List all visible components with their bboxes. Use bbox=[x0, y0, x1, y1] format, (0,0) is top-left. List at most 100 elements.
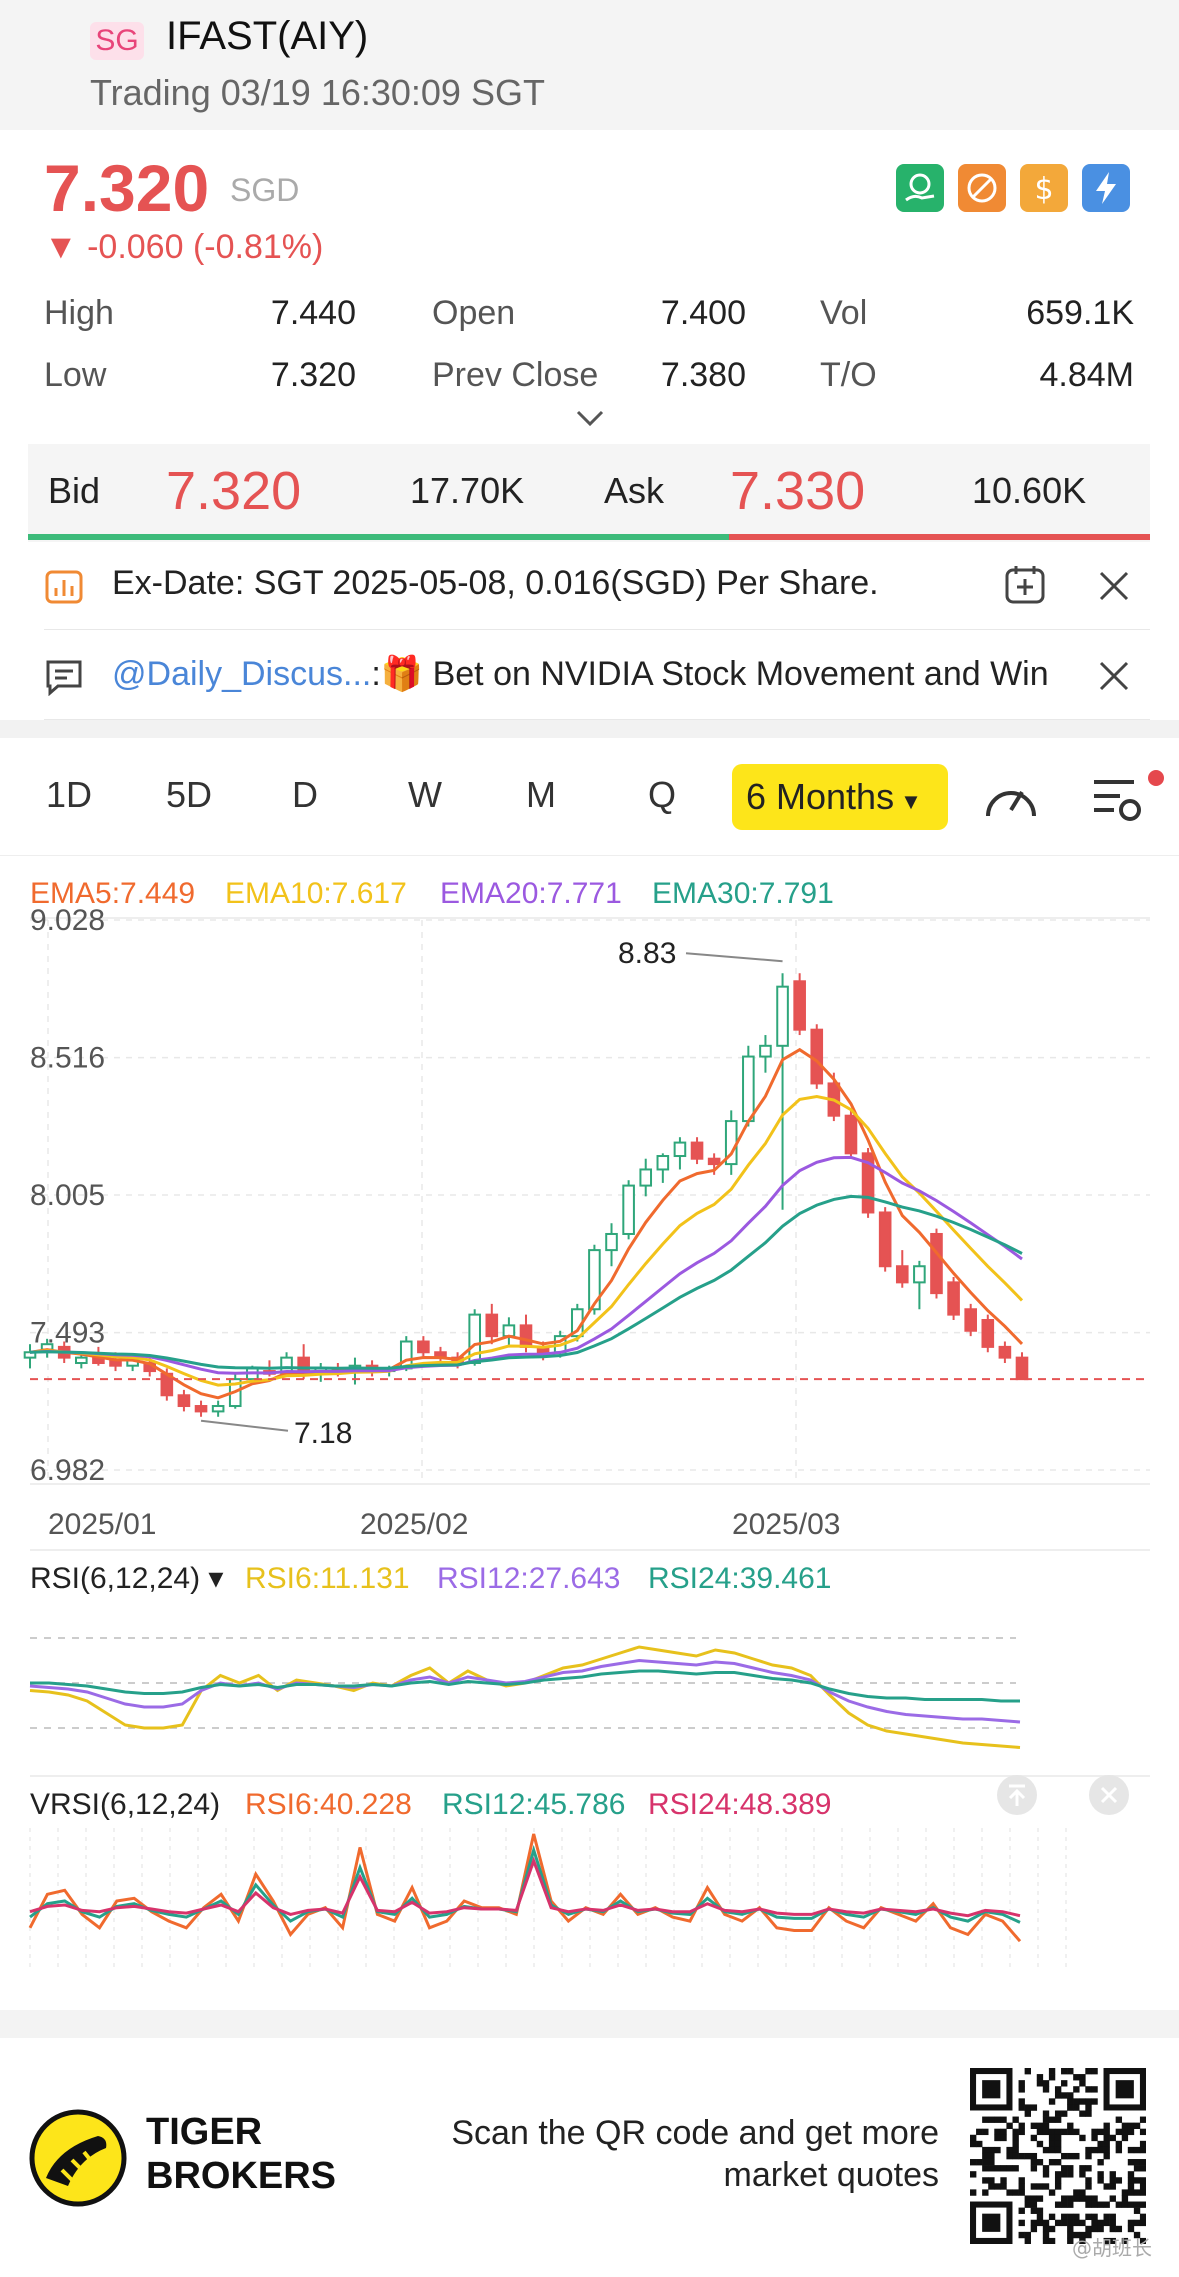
qr-module bbox=[1091, 2068, 1098, 2075]
qr-module bbox=[1127, 2201, 1135, 2208]
qr-module bbox=[1133, 2189, 1141, 2196]
qr-module bbox=[1103, 2140, 1110, 2148]
qr-module bbox=[1079, 2110, 1086, 2117]
money-hand-icon[interactable] bbox=[896, 164, 944, 212]
add-calendar-icon[interactable] bbox=[1004, 564, 1046, 606]
chart-settings-icon[interactable] bbox=[1090, 774, 1146, 826]
tab-d[interactable]: D bbox=[292, 774, 318, 815]
qr-module bbox=[1061, 2128, 1068, 2136]
tab-q[interactable]: Q bbox=[648, 774, 677, 815]
ema-legend-item: EMA5:7.449 bbox=[30, 877, 195, 910]
qr-module bbox=[976, 2159, 983, 2166]
qr-module bbox=[982, 2189, 989, 2196]
qr-module bbox=[1073, 2074, 1080, 2081]
close-icon[interactable] bbox=[1096, 568, 1132, 604]
qr-module bbox=[1061, 2219, 1068, 2227]
ema-legend-item: EMA10:7.617 bbox=[225, 877, 407, 910]
qr-module bbox=[1109, 2225, 1116, 2233]
qr-code[interactable] bbox=[970, 2068, 1146, 2244]
dividend-chart-icon bbox=[45, 570, 83, 604]
qr-module bbox=[970, 2171, 977, 2178]
close-icon[interactable] bbox=[1096, 658, 1132, 694]
qr-module bbox=[1054, 2201, 1062, 2208]
qr-module bbox=[1103, 2219, 1110, 2227]
candle-body bbox=[519, 1324, 533, 1348]
qr-module bbox=[1018, 2098, 1025, 2105]
x-tick-label: 2025/03 bbox=[732, 1508, 840, 1541]
brand-name: TIGER BROKERS bbox=[146, 2110, 336, 2198]
stock-chart[interactable]: EMA5:7.449 EMA10:7.617 EMA20:7.771 EMA30:7.… bbox=[0, 858, 1179, 2008]
speedometer-icon[interactable] bbox=[982, 774, 1040, 824]
candle-body bbox=[605, 1232, 618, 1252]
qr-module bbox=[1036, 2195, 1044, 2202]
candle-body bbox=[194, 1405, 208, 1413]
ema-line-10 bbox=[29, 1094, 1024, 1387]
qr-module bbox=[988, 2159, 995, 2166]
qr-module bbox=[1073, 2195, 1080, 2202]
qr-module bbox=[1048, 2116, 1056, 2123]
qr-module bbox=[1121, 2134, 1129, 2142]
qr-module bbox=[1048, 2140, 1056, 2148]
candle-body bbox=[742, 1055, 755, 1123]
no-short-icon[interactable] bbox=[958, 164, 1006, 212]
dividend-notice[interactable]: Ex-Date: SGT 2025-05-08, 0.016(SGD) Per … bbox=[44, 542, 1150, 630]
qr-module bbox=[1036, 2140, 1044, 2148]
bid-ratio-bar bbox=[28, 534, 729, 540]
qr-module bbox=[1085, 2183, 1092, 2190]
qr-module bbox=[1018, 2183, 1025, 2190]
qr-module bbox=[994, 2165, 1001, 2172]
expand-chevron-icon[interactable] bbox=[572, 406, 608, 430]
tab-6-months-label: 6 Months bbox=[746, 776, 895, 817]
qr-module bbox=[994, 2183, 1001, 2190]
close-panel-icon[interactable] bbox=[1088, 1774, 1130, 1816]
candle-body bbox=[211, 1405, 225, 1413]
qr-module bbox=[1061, 2213, 1068, 2221]
tab-w[interactable]: W bbox=[408, 774, 442, 815]
qr-module bbox=[988, 2183, 995, 2190]
dollar-icon[interactable]: $ bbox=[1020, 164, 1068, 212]
candle-body bbox=[75, 1356, 88, 1365]
qr-module bbox=[1024, 2231, 1031, 2239]
discussion-notice[interactable]: @Daily_Discus...:🎁 Bet on NVIDIA Stock M… bbox=[44, 632, 1150, 720]
qr-module bbox=[1139, 2183, 1146, 2190]
qr-module bbox=[994, 2128, 1001, 2136]
candle-body bbox=[177, 1394, 191, 1408]
qr-module bbox=[1012, 2165, 1019, 2172]
qr-module bbox=[1054, 2183, 1062, 2190]
qr-module bbox=[982, 2177, 989, 2184]
tiger-logo bbox=[29, 2109, 127, 2207]
qr-module bbox=[1091, 2134, 1098, 2142]
indicator-line-vrsi6 bbox=[28, 1833, 1022, 1943]
qr-module bbox=[1042, 2231, 1050, 2239]
candle-body bbox=[947, 1281, 960, 1316]
qr-module bbox=[1067, 2068, 1074, 2075]
qr-module bbox=[1073, 2086, 1080, 2093]
discussion-handle[interactable]: @Daily_Discus... bbox=[112, 655, 372, 693]
qr-module bbox=[976, 2128, 983, 2136]
qr-module bbox=[1000, 2165, 1007, 2172]
tab-5d[interactable]: 5D bbox=[166, 774, 213, 815]
ask-price: 7.330 bbox=[730, 461, 866, 521]
x-tick-label: 2025/02 bbox=[360, 1508, 468, 1541]
qr-module bbox=[1121, 2195, 1129, 2202]
qr-module bbox=[1000, 2183, 1007, 2190]
x-tick-label: 2025/01 bbox=[48, 1508, 156, 1541]
qr-module bbox=[1042, 2183, 1050, 2190]
qr-module bbox=[1085, 2068, 1092, 2075]
tab-m[interactable]: M bbox=[526, 774, 556, 815]
qr-module bbox=[1006, 2189, 1013, 2196]
qr-finder bbox=[1115, 2080, 1134, 2099]
qr-module bbox=[1054, 2116, 1062, 2123]
qr-module bbox=[1085, 2086, 1092, 2093]
candle-body bbox=[485, 1313, 499, 1338]
brand-line-1: TIGER bbox=[146, 2111, 263, 2153]
qr-module bbox=[1091, 2225, 1098, 2233]
lightning-icon[interactable] bbox=[1082, 164, 1130, 212]
ema-lines bbox=[29, 1047, 1024, 1400]
tab-1d[interactable]: 1D bbox=[46, 774, 93, 815]
candle-body bbox=[895, 1265, 909, 1284]
tab-6-months[interactable]: 6 Months ▼ bbox=[732, 764, 948, 830]
collapse-panel-icon[interactable] bbox=[996, 1774, 1038, 1816]
qr-module bbox=[1042, 2146, 1050, 2154]
qr-module bbox=[1103, 2201, 1110, 2208]
